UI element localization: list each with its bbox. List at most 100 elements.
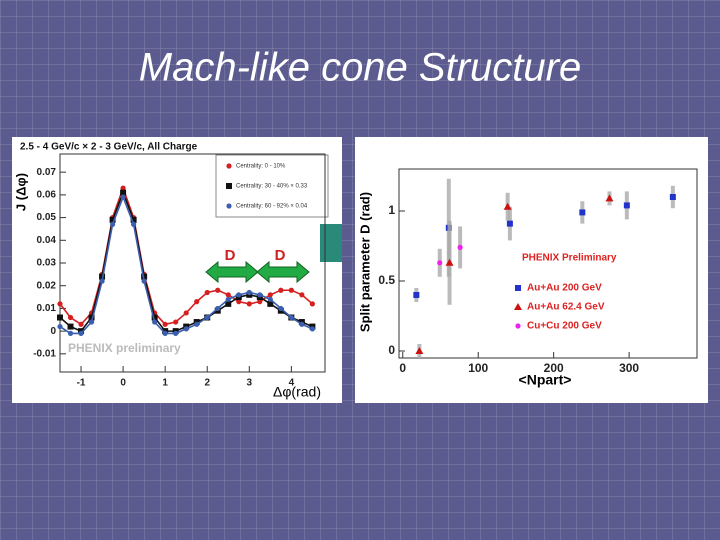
y-tick-label: 0.02 [37, 280, 57, 291]
marker [194, 299, 200, 305]
annotation: PHENIX preliminary [68, 341, 181, 355]
marker [88, 319, 95, 325]
x-tick-label: 0 [399, 361, 406, 375]
marker [309, 326, 315, 332]
marker [99, 278, 105, 284]
x-tick-label: 2 [204, 378, 210, 389]
marker [299, 321, 305, 327]
marker [445, 258, 454, 266]
marker [267, 300, 274, 307]
y-tick-label: 0.06 [37, 190, 57, 201]
marker [67, 314, 74, 321]
marker [109, 216, 116, 223]
marker [299, 292, 305, 298]
slide-title: Mach-like cone Structure [139, 46, 581, 90]
x-tick-label: 1 [162, 378, 168, 389]
marker [215, 287, 221, 293]
marker [194, 321, 200, 327]
marker [503, 202, 512, 210]
marker [225, 300, 232, 307]
x-axis-label: Δφ(rad) [273, 384, 321, 400]
marker [120, 189, 127, 196]
marker [669, 194, 676, 200]
y-tick-label: 0.04 [37, 235, 57, 246]
marker [246, 289, 252, 296]
marker [173, 319, 179, 325]
x-tick-label: -1 [77, 378, 86, 389]
y-tick-label: 0.01 [37, 303, 57, 314]
marker [437, 260, 443, 266]
x-tick-label: 100 [468, 361, 488, 375]
marker [226, 203, 232, 209]
annotation: PHENIX Preliminary [522, 253, 617, 264]
marker [215, 305, 221, 312]
legend-label: Cu+Cu 200 GeV [527, 321, 602, 332]
x-tick-label: 0 [120, 378, 126, 389]
marker [57, 314, 63, 321]
y-tick-label: -0.01 [33, 348, 56, 359]
marker [173, 330, 179, 336]
marker [120, 194, 126, 200]
arrows [205, 260, 310, 284]
marker [151, 314, 158, 321]
marker [204, 314, 210, 321]
x-tick-label: 200 [544, 361, 564, 375]
arrow [256, 260, 310, 284]
marker [152, 319, 158, 325]
marker [120, 185, 126, 191]
legend-label: Centrality: 30 - 40% × 0.33 [236, 184, 308, 190]
marker [278, 305, 284, 312]
marker [457, 244, 463, 250]
y-axis-label: Split parameter D (rad) [357, 192, 372, 332]
x-axis-label: <Npart> [519, 372, 572, 388]
legend-label: Au+Au 62.4 GeV [527, 302, 605, 313]
marker [246, 301, 252, 307]
y-tick-label: 0 [50, 326, 56, 337]
marker [88, 314, 95, 321]
x-tick-label: 4 [289, 378, 295, 389]
marker [78, 321, 84, 327]
annotation: D [225, 247, 236, 264]
marker [225, 292, 231, 298]
y-tick-label: 0.05 [37, 212, 57, 223]
marker [183, 326, 189, 332]
plot-frame [398, 168, 698, 359]
marker [141, 278, 147, 284]
marker [57, 301, 63, 307]
marker [514, 303, 522, 310]
marker [257, 299, 263, 305]
annotation: D [275, 247, 286, 264]
marker [236, 299, 242, 305]
marker [57, 323, 63, 330]
x-tick-label: 300 [619, 361, 639, 375]
marker [236, 292, 242, 298]
legend-label: Centrality: 0 - 10% [236, 164, 286, 170]
x-tick-label: 3 [247, 378, 253, 389]
marker [67, 330, 74, 336]
marker [506, 220, 513, 227]
marker [267, 296, 273, 302]
marker [162, 330, 168, 336]
marker [515, 323, 521, 329]
marker [131, 221, 137, 227]
marker [67, 323, 74, 330]
y-tick-label: 1 [388, 203, 395, 217]
marker [109, 221, 116, 227]
marker [130, 216, 137, 223]
y-tick-label: 0 [388, 343, 395, 357]
legend-box [215, 154, 329, 218]
marker [288, 314, 294, 321]
y-tick-label: 0.5 [378, 273, 395, 287]
y-tick-label: 0.07 [37, 167, 57, 178]
marker [278, 287, 284, 293]
marker [579, 209, 586, 216]
marker [623, 202, 630, 209]
marker [413, 292, 420, 298]
legend-label: Centrality: 60 - 92% × 0.04 [236, 204, 308, 210]
marker [162, 321, 168, 327]
marker [257, 292, 263, 298]
marker [309, 301, 315, 307]
marker [99, 273, 106, 280]
